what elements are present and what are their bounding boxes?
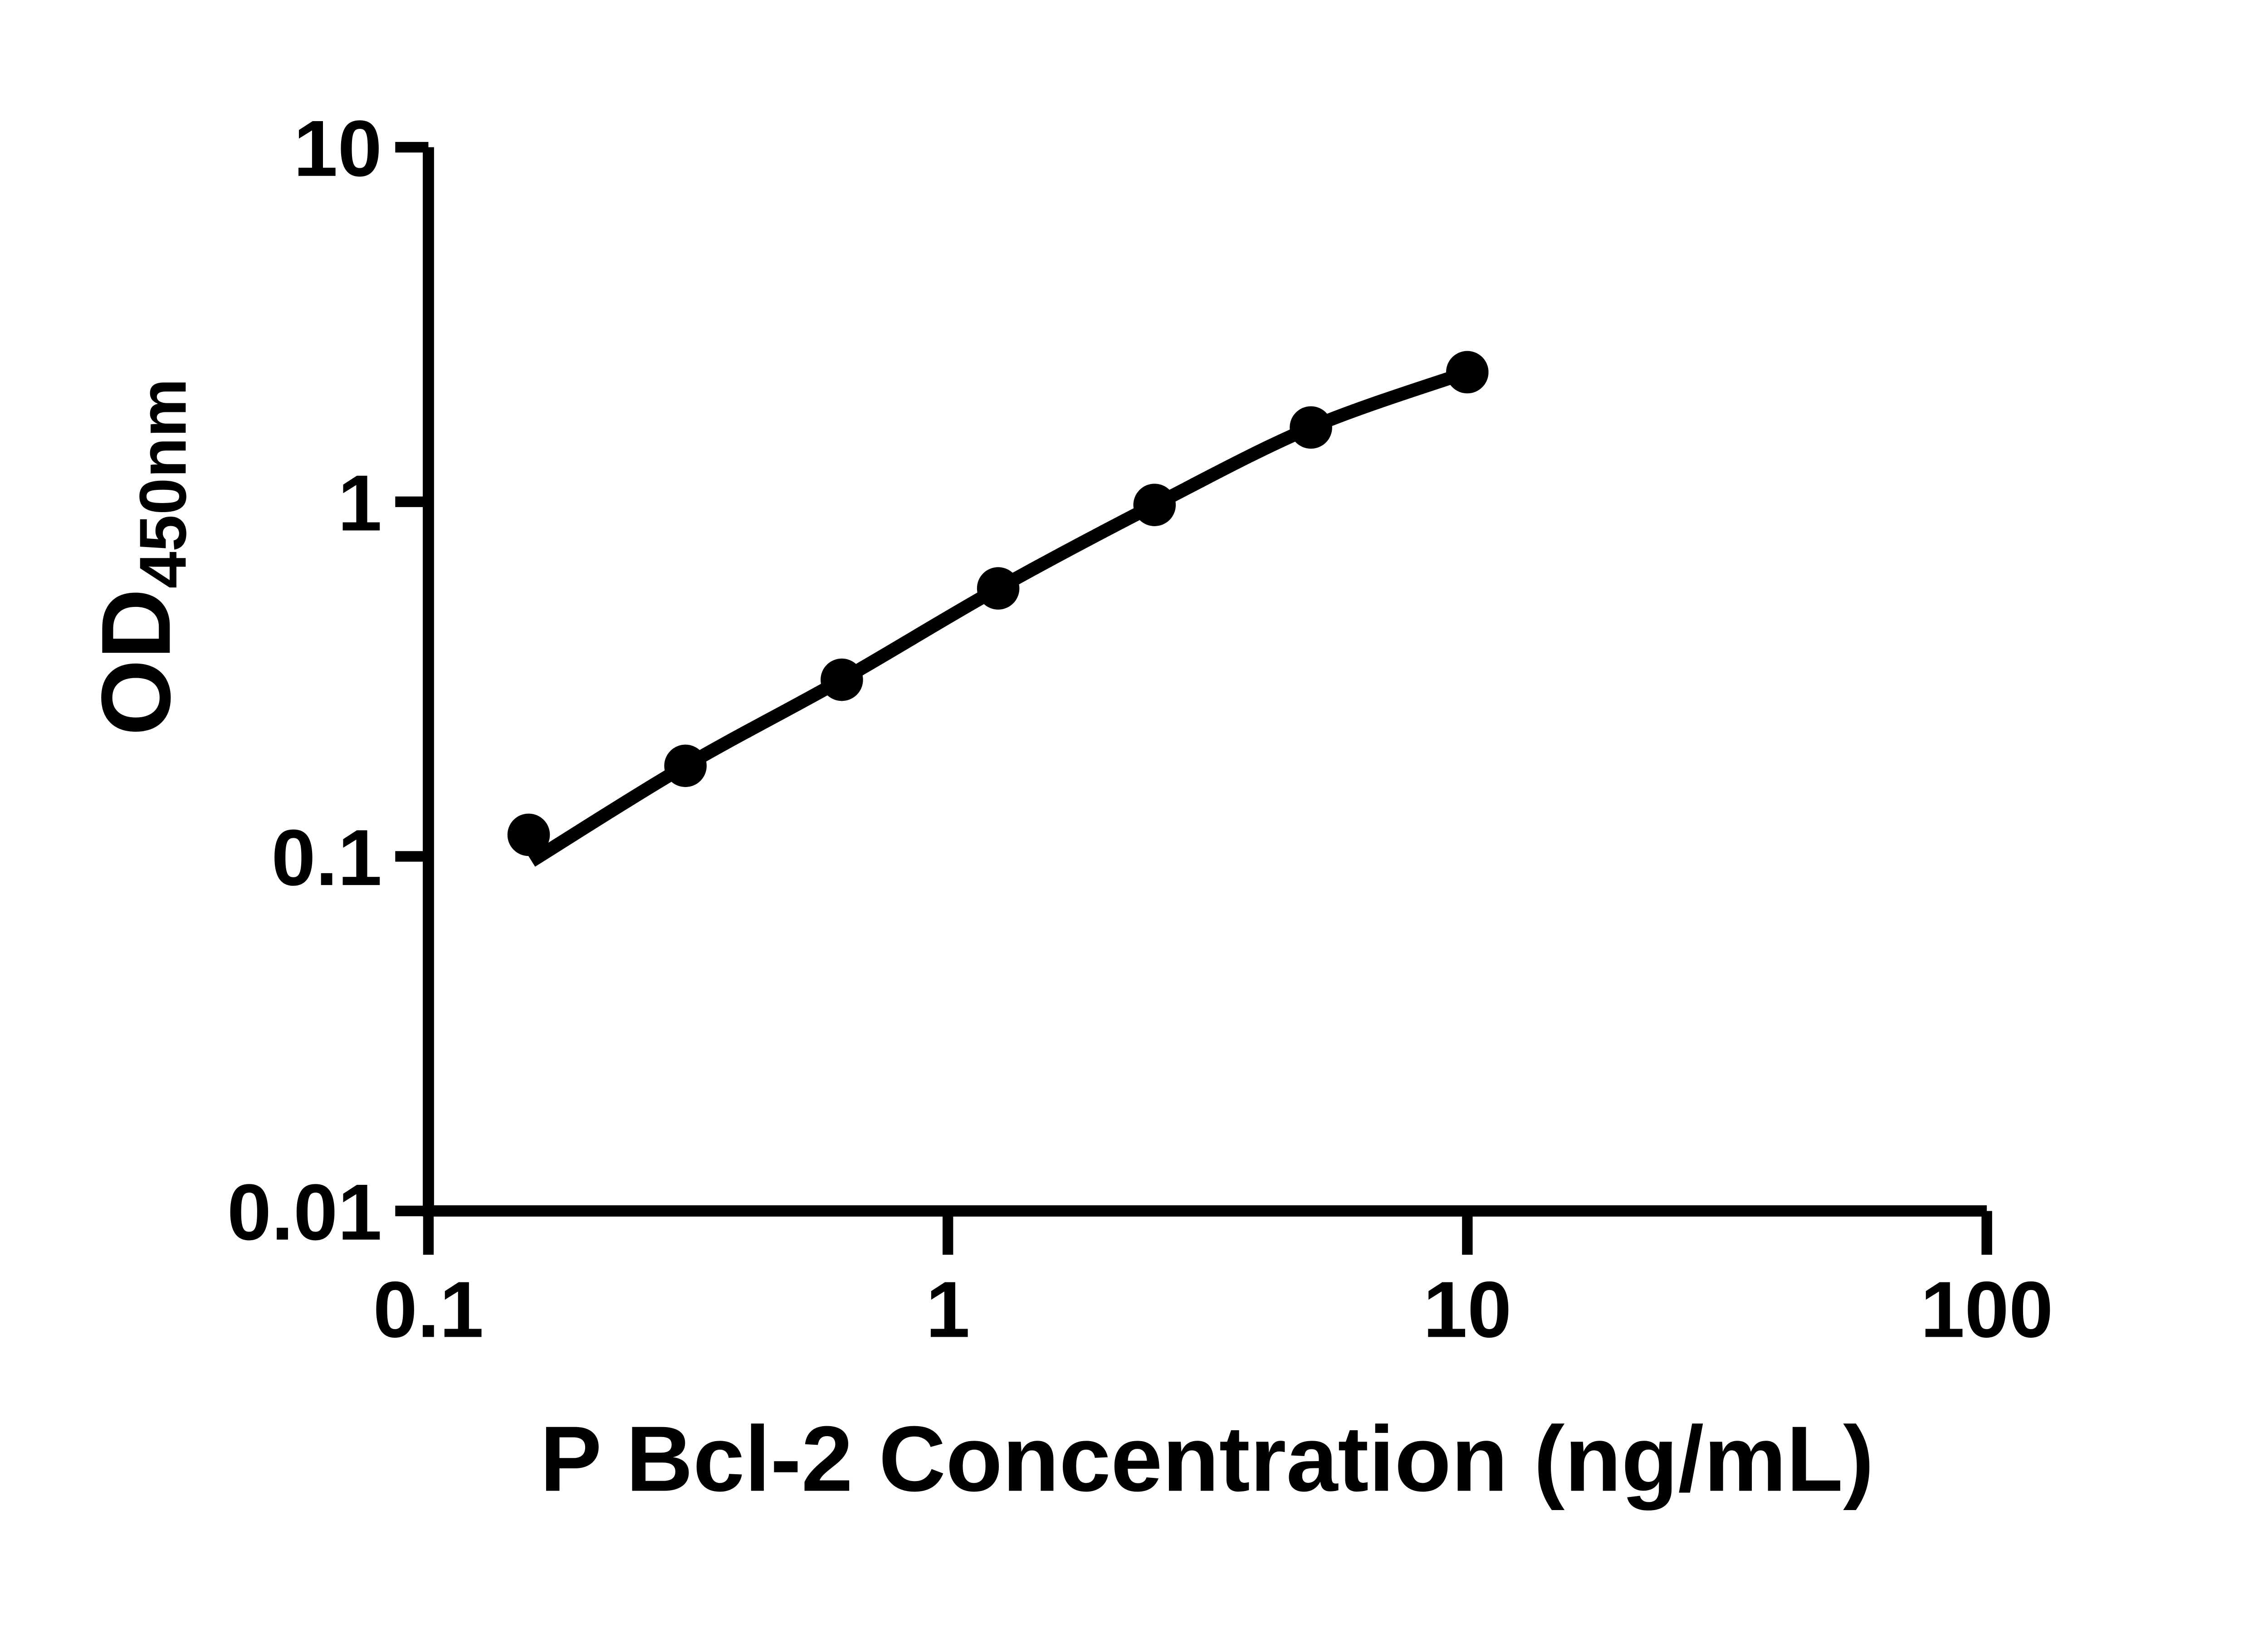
axes (423, 147, 1987, 1217)
data-point (664, 744, 707, 787)
data-point (1133, 484, 1176, 526)
data-point (977, 567, 1020, 610)
data-point (1446, 351, 1489, 394)
tick-marks (395, 142, 1992, 1255)
x-axis-title: P Bcl-2 Concentration (ng/mL) (540, 1408, 1874, 1511)
elisa-standard-curve-chart: 0.01 0.1 1 10 0.1 1 10 100 P Bcl-2 Concentratio… (81, 104, 2053, 1511)
fit-curve-line (528, 366, 1470, 867)
data-point (507, 813, 550, 856)
y-axis-title-subscript: 450nm (126, 378, 200, 588)
y-tick-label: 0.01 (227, 1168, 382, 1257)
y-tick-label: 1 (338, 459, 382, 548)
x-tick-label: 1 (926, 1265, 970, 1354)
x-tick-label: 0.1 (373, 1265, 484, 1354)
y-tick-label: 10 (293, 104, 382, 193)
y-tick-label: 0.1 (271, 813, 382, 902)
y-axis-title: OD450nm (81, 378, 200, 736)
data-point (1290, 406, 1332, 449)
fit-curve (528, 366, 1470, 867)
data-points (507, 351, 1489, 856)
axis-lines (423, 147, 1987, 1217)
y-axis-title-main: OD (81, 588, 191, 736)
x-tick-label: 100 (1921, 1265, 2053, 1354)
x-tick-label: 10 (1423, 1265, 1511, 1354)
data-point (821, 658, 863, 701)
